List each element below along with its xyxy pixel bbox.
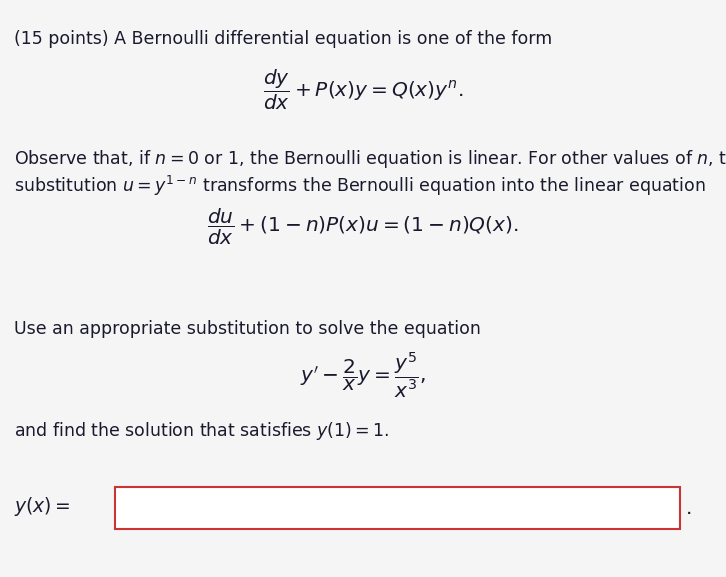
Text: Use an appropriate substitution to solve the equation: Use an appropriate substitution to solve… bbox=[14, 320, 481, 338]
Text: $y' - \dfrac{2}{x}y = \dfrac{y^5}{x^3},$: $y' - \dfrac{2}{x}y = \dfrac{y^5}{x^3},$ bbox=[300, 350, 426, 400]
Text: $\dfrac{du}{dx} + (1-n)P(x)u = (1-n)Q(x).$: $\dfrac{du}{dx} + (1-n)P(x)u = (1-n)Q(x)… bbox=[207, 207, 519, 248]
Text: Observe that, if $n = 0$ or 1, the Bernoulli equation is linear. For other value: Observe that, if $n = 0$ or 1, the Berno… bbox=[14, 148, 726, 170]
Text: and find the solution that satisfies $y(1) = 1$.: and find the solution that satisfies $y(… bbox=[14, 420, 389, 442]
Bar bbox=[115, 487, 680, 529]
Text: $\dfrac{dy}{dx} + P(x)y = Q(x)y^n.$: $\dfrac{dy}{dx} + P(x)y = Q(x)y^n.$ bbox=[263, 68, 463, 113]
Text: $y(x) =$: $y(x) =$ bbox=[14, 495, 70, 518]
Text: substitution $u = y^{1-n}$ transforms the Bernoulli equation into the linear equ: substitution $u = y^{1-n}$ transforms th… bbox=[14, 174, 706, 198]
Text: (15 points) A Bernoulli differential equation is one of the form: (15 points) A Bernoulli differential equ… bbox=[14, 30, 552, 48]
Text: .: . bbox=[686, 499, 693, 518]
